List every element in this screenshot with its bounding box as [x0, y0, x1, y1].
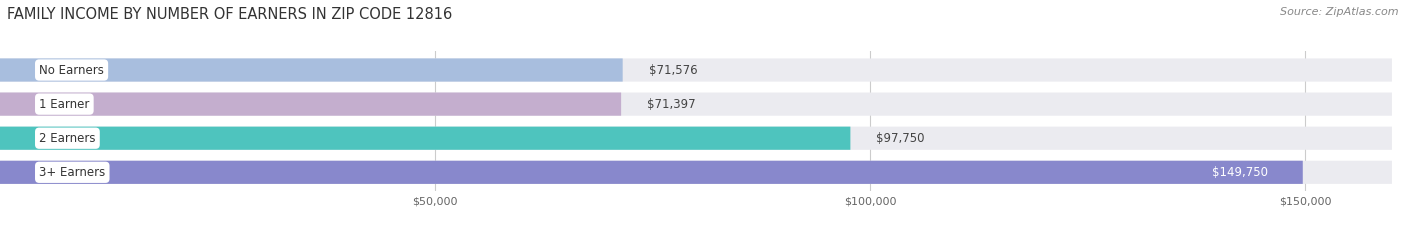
Text: 1 Earner: 1 Earner — [39, 98, 90, 111]
Text: $71,397: $71,397 — [647, 98, 696, 111]
FancyBboxPatch shape — [0, 93, 621, 116]
Text: $149,750: $149,750 — [1212, 166, 1268, 179]
Text: $71,576: $71,576 — [648, 64, 697, 76]
FancyBboxPatch shape — [0, 58, 1392, 82]
Text: No Earners: No Earners — [39, 64, 104, 76]
FancyBboxPatch shape — [0, 93, 1392, 116]
FancyBboxPatch shape — [0, 127, 851, 150]
Text: 3+ Earners: 3+ Earners — [39, 166, 105, 179]
Text: 2 Earners: 2 Earners — [39, 132, 96, 145]
Text: $97,750: $97,750 — [876, 132, 925, 145]
Text: Source: ZipAtlas.com: Source: ZipAtlas.com — [1281, 7, 1399, 17]
FancyBboxPatch shape — [0, 161, 1303, 184]
FancyBboxPatch shape — [0, 161, 1392, 184]
FancyBboxPatch shape — [0, 127, 1392, 150]
Text: FAMILY INCOME BY NUMBER OF EARNERS IN ZIP CODE 12816: FAMILY INCOME BY NUMBER OF EARNERS IN ZI… — [7, 7, 453, 22]
FancyBboxPatch shape — [0, 58, 623, 82]
